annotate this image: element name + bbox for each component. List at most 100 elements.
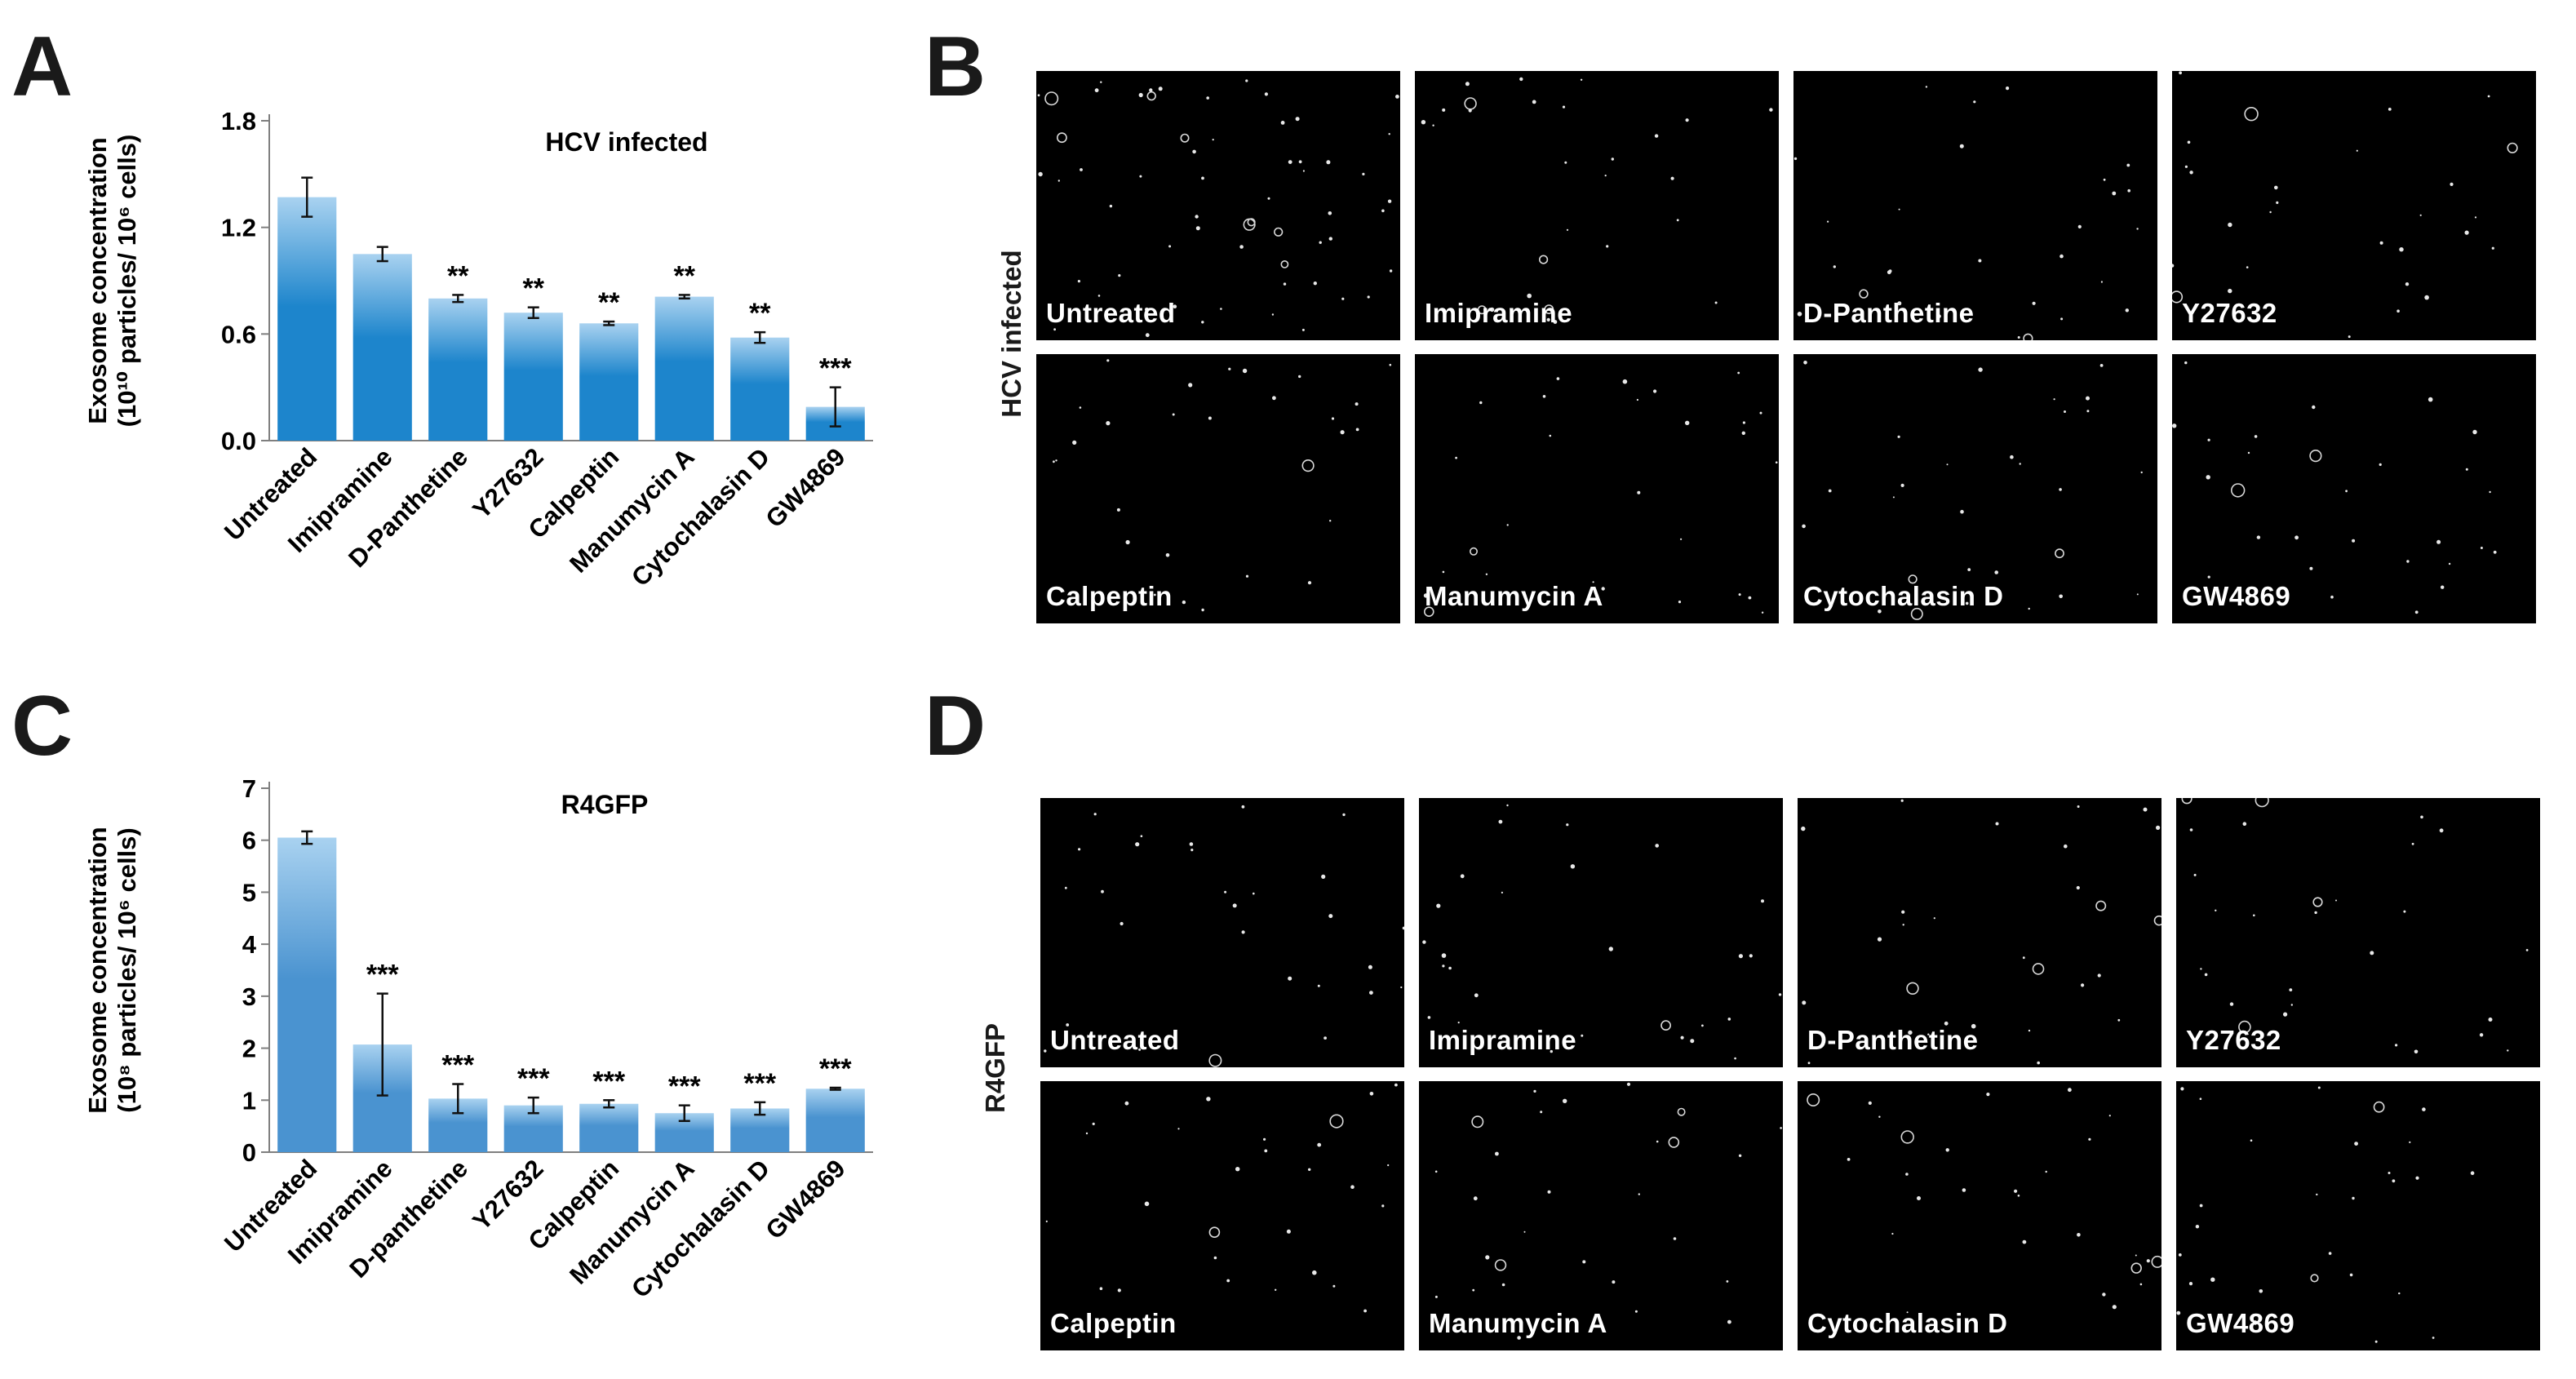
micrograph-grid-d: Untreated Imipramine D-Panthetine Y27632 Cal… — [1040, 798, 2540, 1350]
micrograph-tile: Untreated — [1036, 71, 1400, 340]
bar — [277, 197, 337, 441]
panel-b-side-label: HCV infected — [996, 250, 1026, 418]
micrograph-label: Calpeptin — [1046, 581, 1173, 611]
panel-letter-b: B — [924, 20, 987, 114]
micrograph-label: Manumycin A — [1425, 581, 1603, 611]
significance-label: *** — [819, 1053, 852, 1084]
micrograph-tile: Calpeptin — [1040, 1081, 1404, 1350]
micrograph-label: Imipramine — [1429, 1025, 1577, 1055]
micrograph-label: D-Panthetine — [1803, 298, 1975, 328]
micrograph-label: D-Panthetine — [1807, 1025, 1979, 1055]
particle-specks — [1807, 1088, 2161, 1318]
micrograph-tile: Manumycin A — [1419, 1081, 1783, 1350]
significance-label: *** — [819, 353, 852, 384]
y-tick-label: 2 — [242, 1035, 256, 1063]
micrograph-label: Calpeptin — [1050, 1308, 1177, 1338]
significance-label: *** — [592, 1066, 625, 1097]
y-tick-label: 1.2 — [221, 214, 256, 242]
micrograph-tile: Y27632 — [2172, 71, 2536, 340]
micrograph-grid-b: Untreated Imipramine D-Panthetine Y27632 Cal… — [1036, 71, 2536, 623]
bar — [352, 254, 412, 441]
y-tick-label: 3 — [242, 982, 256, 1011]
particle-specks — [1422, 804, 1782, 1060]
micrograph-tile: Manumycin A — [1415, 354, 1779, 623]
particle-specks — [1045, 1083, 1398, 1313]
micrograph-tile: Y27632 — [2176, 798, 2540, 1067]
y-axis-label: Exosome concentration(10⁸ particles/ 10⁶… — [83, 827, 141, 1113]
particle-specks — [2172, 361, 2497, 614]
y-tick-label: 6 — [242, 827, 256, 855]
micrograph-tile: GW4869 — [2176, 1081, 2540, 1350]
particle-specks — [1423, 371, 1778, 618]
particle-specks — [2181, 798, 2529, 1054]
chart-title: HCV infected — [545, 127, 707, 157]
significance-label: ** — [447, 260, 469, 291]
particle-specks — [1793, 86, 2139, 340]
bar — [277, 837, 337, 1152]
micrograph-label: Cytochalasin D — [1803, 581, 2004, 611]
micrograph-label: Manumycin A — [1429, 1308, 1607, 1338]
significance-label: *** — [441, 1050, 474, 1081]
particle-specks — [1044, 805, 1404, 1067]
panel-letter-d: D — [924, 679, 987, 774]
micrograph-label: GW4869 — [2186, 1308, 2295, 1338]
chart-title: R4GFP — [561, 790, 649, 819]
particle-specks — [1037, 79, 1399, 338]
y-tick-label: 0 — [242, 1138, 256, 1167]
significance-label: *** — [517, 1063, 550, 1094]
particle-specks — [1421, 77, 1773, 324]
y-axis-label: Exosome concentration(10¹⁰ particles/ 10… — [83, 135, 141, 428]
particle-specks — [1801, 799, 2161, 1065]
significance-label: ** — [749, 298, 771, 329]
significance-label: ** — [674, 260, 696, 291]
y-tick-label: 4 — [242, 930, 257, 959]
category-label: GW4869 — [760, 1154, 850, 1244]
panel-letter-c: C — [11, 679, 73, 774]
bar — [654, 296, 714, 441]
micrograph-label: Untreated — [1050, 1025, 1180, 1055]
bar — [805, 1089, 865, 1152]
micrograph-label: Cytochalasin D — [1807, 1308, 2008, 1338]
bar-chart-r4gfp: R4GFP Exosome concentration(10⁸ particles… — [83, 774, 873, 1303]
bar — [730, 1108, 790, 1152]
particle-specks — [2172, 71, 2518, 339]
y-tick-label: 0.0 — [221, 427, 256, 455]
panel-d-side-label: R4GFP — [980, 1022, 1010, 1114]
micrograph-label: Untreated — [1046, 298, 1176, 328]
significance-label: *** — [366, 960, 399, 991]
significance-label: *** — [668, 1071, 701, 1102]
chart-panel-a: HCV infected Exosome concentration(10¹⁰ p… — [73, 90, 906, 677]
micrograph-label: Y27632 — [2182, 298, 2277, 328]
micrograph-tile: Imipramine — [1419, 798, 1783, 1067]
significance-label: ** — [598, 287, 620, 318]
micrograph-label: Imipramine — [1425, 298, 1573, 328]
particle-specks — [1434, 1082, 1782, 1340]
significance-label: *** — [743, 1068, 776, 1099]
micrograph-tile: Untreated — [1040, 798, 1404, 1067]
micrograph-tile: Cytochalasin D — [1798, 1081, 2161, 1350]
y-tick-label: 1.8 — [221, 107, 256, 135]
particle-specks — [1802, 361, 2143, 620]
y-tick-label: 0.6 — [221, 320, 256, 348]
panel-letter-a: A — [11, 20, 73, 114]
y-tick-label: 5 — [242, 878, 256, 907]
micrograph-label: GW4869 — [2182, 581, 2291, 611]
y-tick-label: 1 — [242, 1086, 256, 1115]
category-label: Cytochalasin D — [626, 1154, 775, 1303]
bar — [579, 323, 639, 441]
chart-panel-c: R4GFP Exosome concentration(10⁸ particles… — [73, 767, 906, 1375]
micrograph-tile: Cytochalasin D — [1793, 354, 2157, 623]
bar — [428, 298, 488, 441]
bar — [579, 1103, 639, 1152]
category-label: GW4869 — [760, 442, 850, 533]
micrograph-tile: Imipramine — [1415, 71, 1779, 340]
particle-specks — [2176, 1086, 2475, 1343]
bar — [503, 313, 563, 441]
micrograph-tile: Calpeptin — [1036, 354, 1400, 623]
micrograph-tile: D-Panthetine — [1798, 798, 2161, 1067]
micrograph-label: Y27632 — [2186, 1025, 2281, 1055]
bar — [730, 337, 790, 441]
y-tick-label: 7 — [242, 774, 256, 803]
micrograph-tile: D-Panthetine — [1793, 71, 2157, 340]
particle-specks — [1053, 359, 1392, 612]
